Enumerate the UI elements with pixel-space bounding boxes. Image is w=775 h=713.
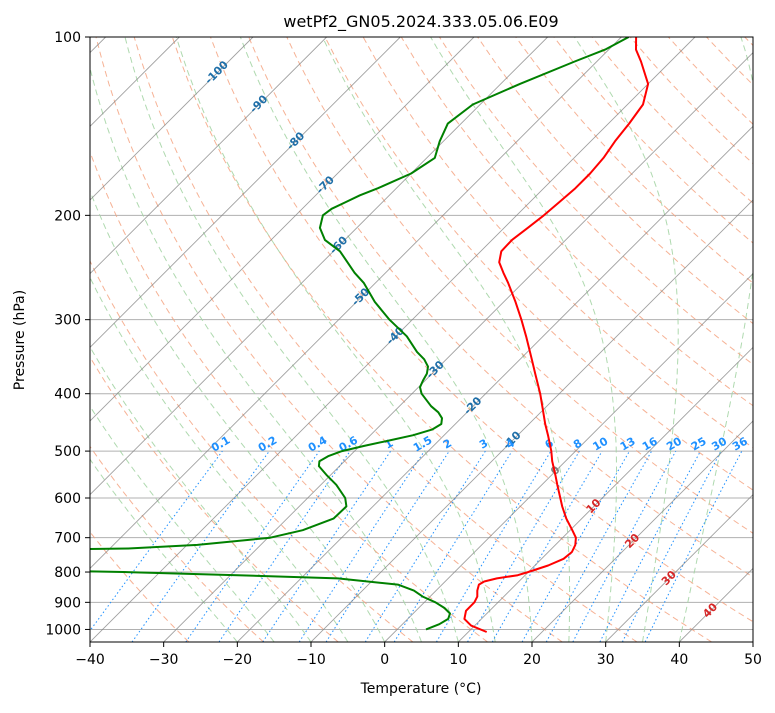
chart-title: wetPf2_GN05.2024.333.05.06.E09	[283, 12, 558, 32]
y-tick-label: 500	[54, 444, 81, 460]
y-tick-label: 400	[54, 387, 81, 403]
y-tick-label: 700	[54, 531, 81, 547]
x-tick-label: −30	[149, 652, 179, 668]
y-tick-label: 600	[54, 491, 81, 507]
x-tick-label: 0	[380, 652, 389, 668]
y-tick-label: 800	[54, 565, 81, 581]
x-tick-label: 10	[449, 652, 467, 668]
x-tick-label: 30	[597, 652, 615, 668]
y-tick-label: 100	[54, 30, 81, 46]
y-tick-label: 900	[54, 595, 81, 611]
x-tick-label: 40	[670, 652, 688, 668]
y-tick-label: 300	[54, 313, 81, 329]
x-tick-label: −40	[75, 652, 105, 668]
y-axis-label: Pressure (hPa)	[12, 290, 28, 390]
x-tick-label: −10	[296, 652, 326, 668]
y-tick-label: 1000	[45, 622, 81, 638]
x-tick-label: 20	[523, 652, 541, 668]
x-tick-label: 50	[744, 652, 762, 668]
y-tick-label: 200	[54, 208, 81, 224]
x-tick-label: −20	[223, 652, 253, 668]
x-axis-label: Temperature (°C)	[360, 681, 482, 697]
